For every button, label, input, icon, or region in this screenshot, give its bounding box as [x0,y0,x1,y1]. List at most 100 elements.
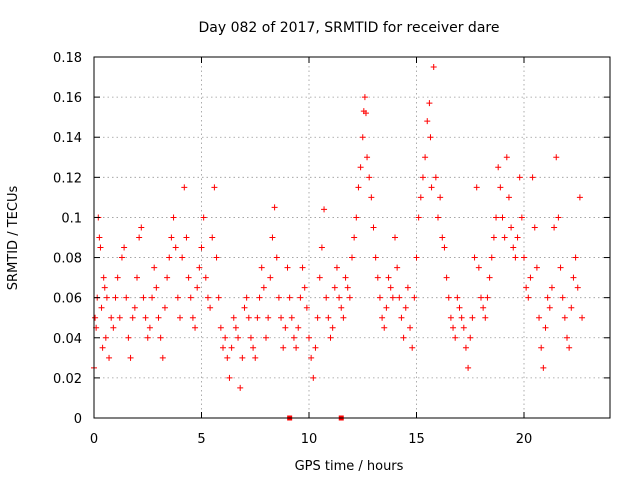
data-point [166,254,173,261]
data-point [432,174,439,181]
data-point [127,354,134,361]
data-point [134,274,140,281]
data-point [269,234,276,241]
data-point [230,314,237,321]
data-point [557,264,564,271]
data-point [572,254,579,261]
data-point [155,314,162,321]
data-point [398,314,405,321]
data-point [131,304,138,311]
data-point [250,344,257,351]
data-point [508,224,515,231]
x-tick-label: 0 [90,432,98,447]
data-point [303,304,310,311]
data-point [346,294,353,301]
data-point [538,344,545,351]
data-point [252,354,259,361]
data-point [226,374,233,381]
data-point [454,294,461,301]
data-point [536,314,543,321]
data-point [389,294,396,301]
data-point [409,344,416,351]
data-point [370,224,377,231]
data-point [153,284,160,291]
data-point [501,234,508,241]
data-point [222,334,229,341]
data-point [385,274,392,281]
data-point [503,154,510,161]
data-point [407,324,414,331]
data-point [129,314,136,321]
data-point [428,184,435,191]
data-point [290,334,297,341]
data-point [318,244,325,251]
data-point [374,274,381,281]
y-tick-label: 0.16 [53,91,82,106]
data-point [267,274,274,281]
data-point [245,314,252,321]
data-point [553,154,560,161]
data-point [471,254,478,261]
data-point [282,324,289,331]
data-point [482,314,489,321]
data-point [295,324,302,331]
data-point [293,344,300,351]
data-point [286,294,293,301]
data-point [555,214,562,221]
data-point [260,284,267,291]
data-point [198,244,205,251]
data-point [213,254,220,261]
data-point [490,234,497,241]
data-point [357,164,364,171]
plot-frame [93,56,611,419]
data-point [424,118,431,125]
data-point [239,354,246,361]
data-point [228,344,235,351]
data-point [301,284,308,291]
data-point [181,184,188,191]
data-point [462,344,469,351]
data-point [172,244,179,251]
data-point [450,324,457,331]
data-point [361,94,368,101]
data-point [458,314,465,321]
data-point [106,354,113,361]
data-point [196,264,203,271]
x-tick-label: 15 [408,432,425,447]
data-point [224,354,231,361]
data-point [235,334,242,341]
data-point [125,334,132,341]
data-point [533,264,540,271]
data-point [510,244,517,251]
data-point [168,234,175,241]
data-point [179,254,186,261]
data-point [183,234,190,241]
axis-ticks: 0 0.02 0.04 0.06 0.08 0.1 0.12 0.14 0.16 0.18 0 5 10… [53,51,610,447]
data-point [146,324,153,331]
data-point [473,184,480,191]
data-point [559,294,566,301]
data-point [417,194,424,201]
data-point [271,204,278,211]
data-point [467,334,474,341]
data-point [484,294,491,301]
x-axis-label: GPS time / hours [295,459,404,474]
data-point [327,334,334,341]
y-tick-label: 0.08 [53,252,82,267]
chart-title: Day 082 of 2017, SRMTID for receiver dar… [199,20,500,36]
data-point [258,264,265,271]
data-point [548,284,555,291]
data-point [299,264,306,271]
data-point [392,234,398,241]
data-point [254,314,261,321]
data-point [336,294,343,301]
data-point [349,254,355,261]
data-point [404,284,411,291]
y-tick-label: 0.04 [53,332,82,347]
data-point [456,304,463,311]
data-point [493,214,500,221]
y-axis-label: SRMTID / TECUs [6,186,21,291]
y-tick-label: 0 [74,412,82,427]
